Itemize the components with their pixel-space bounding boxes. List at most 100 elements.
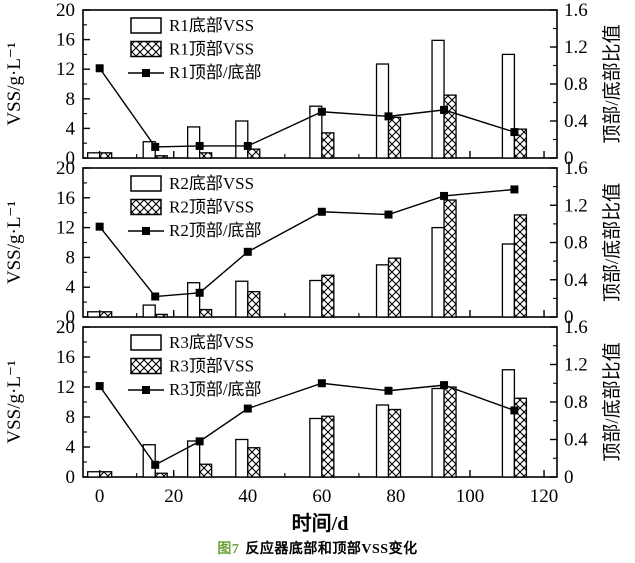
- r2-bottom-vss-bar: [375, 264, 390, 318]
- r3-ratio-marker: [440, 381, 449, 390]
- r3-legend-label: R3底部VSS: [169, 333, 254, 352]
- r2-ratio-marker: [95, 222, 104, 231]
- r2-top-vss-bar: [154, 313, 168, 318]
- x-tick-label: 0: [95, 486, 105, 507]
- r1-left-tick-label: 20: [56, 0, 75, 21]
- r2-top-vss-bar: [443, 199, 457, 318]
- r3-top-vss-bar: [154, 472, 168, 478]
- r1-top-vss-bar: [247, 148, 261, 159]
- r3-left-tick-label: 12: [56, 377, 75, 398]
- r2-legend-swatch-bottom: [130, 175, 162, 192]
- r2-top-vss-bar: [247, 291, 261, 318]
- r2-ratio-marker: [384, 210, 393, 219]
- r2-left-tick-label: 20: [56, 158, 75, 179]
- figure-caption: 图7 反应器底部和顶部VSS变化: [0, 538, 635, 558]
- r2-right-tick-label: 0.8: [564, 233, 588, 254]
- r2-ratio-marker: [317, 207, 326, 216]
- r3-bottom-vss-bar: [186, 440, 201, 478]
- r2-right-axis-title: 顶部/底部比值: [601, 183, 623, 302]
- x-tick-label: 20: [164, 486, 183, 507]
- x-tick-label: 100: [456, 486, 485, 507]
- x-axis-title: 时间/d: [292, 512, 349, 535]
- r3-top-vss-bar: [443, 386, 457, 478]
- r2-top-vss-bar: [198, 308, 213, 318]
- r2-bottom-vss-bar: [186, 282, 201, 318]
- r1-legend-marker: [142, 69, 150, 77]
- r2-bottom-vss-bar: [431, 226, 445, 318]
- r1-ratio-marker: [243, 141, 252, 150]
- r2-legend-label: R2顶部VSS: [169, 198, 254, 217]
- caption-number: 图7: [217, 542, 240, 557]
- r1-left-tick-label: 16: [56, 30, 75, 51]
- x-tick-label: 80: [386, 486, 405, 507]
- r1-top-vss-bar: [198, 152, 213, 159]
- r1-ratio-marker: [510, 128, 519, 137]
- r2-left-tick-label: 4: [66, 277, 76, 298]
- r3-left-tick-label: 0: [66, 467, 76, 488]
- r3-right-tick-label: 1.6: [564, 317, 588, 338]
- r2-right-tick-label: 0: [564, 307, 574, 328]
- r3-ratio-marker: [243, 404, 252, 413]
- r1-right-axis-title: 顶部/底部比值: [601, 24, 623, 143]
- r2-bottom-vss-bar: [235, 280, 249, 318]
- panels-root: 04812162000.40.81.21.6R1底部VSSR1顶部VSSR1顶部…: [4, 0, 623, 535]
- r3-bottom-vss-bar: [375, 404, 390, 478]
- r3-bottom-vss-bar: [87, 471, 101, 478]
- r2-ratio-marker: [195, 288, 204, 297]
- r2-left-axis-title: VSS/g·L⁻¹: [4, 201, 25, 285]
- r2-legend-label: R2底部VSS: [169, 174, 254, 193]
- x-tick-label: 40: [238, 486, 257, 507]
- r2-left-tick-label: 0: [66, 307, 76, 328]
- r3-left-tick-label: 4: [66, 437, 76, 458]
- r3-right-tick-label: 0.8: [564, 392, 588, 413]
- r2-ratio-marker: [151, 292, 160, 301]
- r1-right-tick-label: 0: [564, 148, 574, 169]
- r2-legend-swatch-top: [130, 198, 162, 216]
- r2-legend-marker: [142, 227, 150, 235]
- r1-bottom-vss-bar: [501, 53, 516, 159]
- r1-top-vss-bar: [513, 128, 528, 159]
- r3-right-axis-title: 顶部/底部比值: [601, 342, 623, 461]
- r1-left-tick-label: 0: [66, 148, 76, 169]
- r3-right-tick-label: 0: [564, 467, 574, 488]
- r2-top-vss-bar: [321, 274, 335, 318]
- r3-top-vss-bar: [198, 463, 213, 478]
- r3-top-vss-bar: [513, 397, 528, 478]
- r2-ratio-marker: [440, 191, 449, 200]
- r2-right-tick-label: 1.2: [564, 195, 588, 216]
- r2-top-vss-bar: [387, 257, 402, 318]
- r1-bottom-vss-bar: [87, 152, 101, 159]
- r3-ratio-marker: [151, 460, 160, 469]
- r2-left-tick-label: 12: [56, 218, 75, 239]
- r3-right-tick-label: 1.2: [564, 355, 588, 376]
- r1-ratio-marker: [95, 64, 104, 73]
- r1-top-vss-bar: [321, 132, 335, 159]
- r1-left-tick-label: 12: [56, 59, 75, 80]
- r3-legend-swatch-top: [130, 357, 162, 375]
- r3-legend-marker: [142, 386, 150, 394]
- r1-top-vss-bar: [387, 116, 402, 159]
- r1-left-tick-label: 4: [66, 118, 76, 139]
- r1-ratio-marker: [440, 105, 449, 114]
- r2-left-tick-label: 16: [56, 188, 75, 209]
- r3-top-vss-bar: [99, 471, 113, 478]
- r3-left-axis-title: VSS/g·L⁻¹: [4, 360, 25, 444]
- r2-ratio-line: [99, 188, 515, 298]
- r1-bottom-vss-bar: [309, 105, 323, 159]
- r3-left-tick-label: 8: [66, 407, 76, 428]
- caption-text: 反应器底部和顶部VSS变化: [245, 542, 418, 557]
- r3-ratio-marker: [384, 386, 393, 395]
- r3-left-tick-label: 20: [56, 317, 75, 338]
- r2-ratio-marker: [510, 185, 519, 194]
- r3-right-tick-label: 0.4: [564, 430, 588, 451]
- r1-legend-swatch-top: [130, 40, 162, 58]
- r3-ratio-line: [99, 382, 515, 466]
- r1-bottom-vss-bar: [375, 63, 390, 159]
- r3-top-vss-bar: [321, 415, 335, 478]
- r1-ratio-marker: [317, 107, 326, 116]
- r2-ratio-marker: [243, 247, 252, 256]
- r1-legend-label: R1底部VSS: [169, 16, 254, 35]
- r1-top-vss-bar: [443, 94, 457, 159]
- r1-top-vss-bar: [154, 155, 168, 159]
- r3-top-vss-bar: [387, 408, 402, 478]
